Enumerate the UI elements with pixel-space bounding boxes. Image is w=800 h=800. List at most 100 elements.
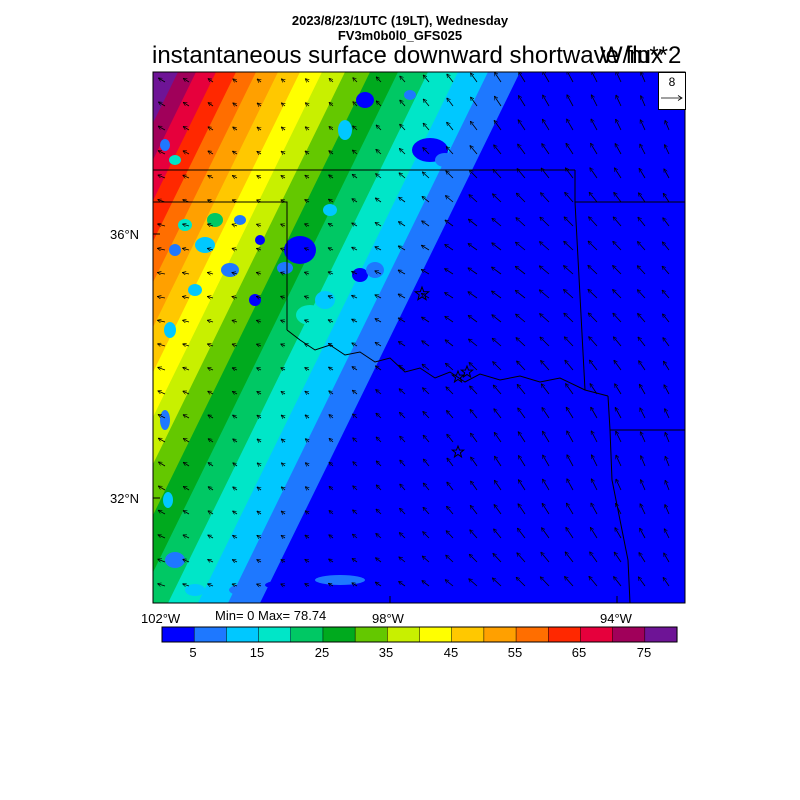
wind-vector bbox=[639, 361, 646, 371]
wind-vector bbox=[280, 296, 286, 298]
wind-vector bbox=[281, 151, 285, 154]
wind-vector bbox=[157, 344, 166, 346]
wind-vector bbox=[208, 174, 214, 178]
wind-vector bbox=[447, 482, 454, 491]
wind-vector bbox=[590, 383, 598, 395]
wind-vector bbox=[616, 72, 622, 83]
wind-vector bbox=[257, 79, 261, 82]
wind-vector bbox=[352, 583, 358, 586]
wind-vector bbox=[281, 511, 285, 514]
wind-vector bbox=[613, 313, 622, 323]
wind-vector bbox=[589, 576, 598, 587]
wind-vector bbox=[281, 199, 286, 202]
wind-vector bbox=[183, 486, 190, 491]
wind-vector bbox=[590, 552, 598, 563]
wind-vector bbox=[257, 463, 261, 466]
wind-vector bbox=[491, 291, 502, 299]
wind-vector bbox=[304, 296, 310, 298]
wind-vector bbox=[375, 582, 382, 587]
wind-vector bbox=[590, 527, 598, 539]
cloud-patch bbox=[234, 215, 246, 225]
wind-vector bbox=[183, 102, 190, 107]
wind-vector bbox=[493, 362, 502, 371]
wind-vector bbox=[183, 126, 190, 131]
wind-vector bbox=[158, 125, 166, 131]
cloud-patch bbox=[356, 92, 374, 108]
wind-vector bbox=[421, 221, 430, 227]
wind-vector bbox=[329, 462, 334, 466]
colorbar-label: 75 bbox=[636, 645, 652, 660]
wind-vector bbox=[640, 504, 646, 515]
wind-vector bbox=[232, 200, 238, 202]
wind-vector bbox=[257, 535, 262, 538]
wind-vector bbox=[232, 368, 238, 370]
wind-vector bbox=[494, 432, 502, 443]
wind-vector bbox=[352, 558, 358, 563]
wind-vector bbox=[563, 265, 574, 275]
wind-vector bbox=[376, 533, 382, 539]
wind-vector bbox=[232, 584, 238, 586]
wind-vector bbox=[470, 121, 478, 131]
wind-vector bbox=[639, 552, 646, 563]
wind-vector bbox=[281, 559, 286, 563]
wind-vector bbox=[399, 412, 406, 419]
wind-vector bbox=[257, 151, 262, 154]
colorbar-label: 5 bbox=[189, 645, 197, 660]
valid-time: 2023/8/23/1UTC (19LT), Wednesday bbox=[291, 13, 509, 28]
wind-vector bbox=[638, 217, 646, 227]
wind-vector bbox=[494, 456, 502, 467]
colorbar-swatch bbox=[290, 626, 324, 643]
wind-vector bbox=[614, 552, 622, 563]
wind-vector bbox=[637, 266, 646, 275]
wind-vector bbox=[492, 243, 502, 251]
wind-vector bbox=[399, 508, 406, 515]
wind-vector bbox=[256, 320, 262, 322]
wind-vector bbox=[305, 127, 309, 130]
wind-vector bbox=[447, 458, 454, 467]
wind-vector bbox=[564, 217, 574, 227]
wind-vector bbox=[613, 217, 622, 227]
wind-vector bbox=[208, 414, 214, 418]
wind-vector bbox=[399, 389, 406, 395]
wind-vector bbox=[564, 337, 574, 347]
wind-vector bbox=[446, 531, 454, 539]
wind-vector bbox=[208, 150, 214, 154]
colorbar-swatch bbox=[387, 626, 421, 643]
wind-vector bbox=[183, 175, 190, 178]
wind-vector bbox=[494, 504, 502, 515]
colorbar-frame bbox=[161, 626, 678, 643]
wind-vector bbox=[281, 344, 286, 346]
wind-vector bbox=[158, 462, 166, 467]
wind-vector bbox=[541, 384, 550, 395]
wind-vector bbox=[616, 479, 622, 491]
wind-vector bbox=[304, 248, 310, 250]
wind-vector bbox=[517, 384, 526, 395]
wind-vector bbox=[542, 143, 550, 155]
wind-vector bbox=[328, 248, 334, 250]
wind-vector bbox=[516, 361, 526, 371]
wind-vector bbox=[421, 245, 430, 251]
wind-vector bbox=[590, 143, 598, 155]
wind-vector bbox=[352, 342, 358, 346]
wind-vector bbox=[539, 242, 550, 251]
wind-vector bbox=[182, 248, 190, 250]
lat-label-32n: 32°N bbox=[110, 491, 140, 506]
wind-vector bbox=[233, 463, 238, 466]
cloud-patch bbox=[160, 139, 170, 151]
wind-vector bbox=[352, 414, 358, 419]
wind-vector bbox=[541, 168, 550, 179]
wind-vector bbox=[468, 219, 478, 227]
wind-vector bbox=[207, 344, 214, 346]
cloud-patch bbox=[366, 262, 384, 278]
wind-vector bbox=[182, 584, 190, 586]
colorbar-swatch bbox=[354, 626, 388, 643]
wind-vector bbox=[352, 390, 358, 395]
wind-vector bbox=[492, 338, 502, 347]
cloud-patch bbox=[188, 284, 202, 296]
colorbar-swatch bbox=[161, 626, 195, 643]
flux-bands bbox=[153, 72, 520, 603]
wind-vector bbox=[257, 511, 262, 514]
wind-vector bbox=[183, 534, 190, 538]
wind-vector bbox=[376, 389, 382, 395]
lat-label-36n: 36°N bbox=[110, 227, 140, 242]
